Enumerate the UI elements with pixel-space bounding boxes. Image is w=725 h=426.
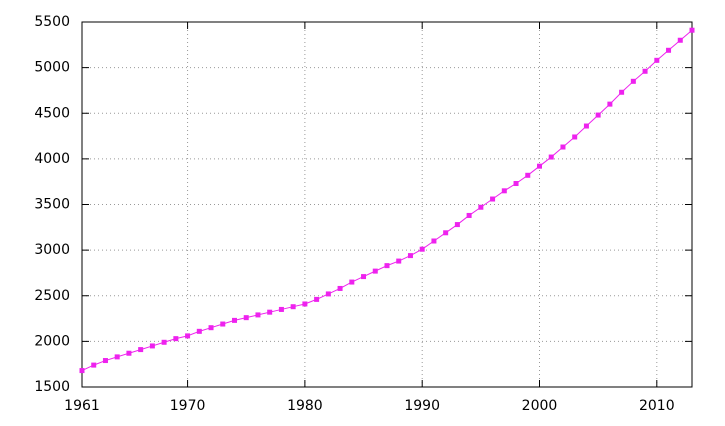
data-point <box>302 301 308 307</box>
data-point <box>243 315 249 321</box>
data-point <box>314 296 320 302</box>
data-point <box>548 154 554 160</box>
data-point <box>138 347 144 353</box>
data-point <box>255 312 261 318</box>
data-point <box>102 358 108 364</box>
data-point <box>173 336 179 342</box>
data-point <box>513 181 519 187</box>
data-point <box>196 328 202 334</box>
data-point <box>337 285 343 291</box>
data-point <box>419 246 425 252</box>
data-point <box>325 291 331 297</box>
data-point <box>267 309 273 315</box>
x-tick-label: 1990 <box>404 398 440 414</box>
data-point <box>595 112 601 118</box>
x-tick-label: 1970 <box>170 398 206 414</box>
y-tick-label: 4500 <box>34 105 70 121</box>
x-tick-label: 1980 <box>287 398 323 414</box>
data-point <box>619 89 625 95</box>
data-point <box>220 321 226 327</box>
data-point <box>607 101 613 107</box>
data-point <box>537 163 542 169</box>
x-tick-label: 1961 <box>64 398 100 414</box>
data-point <box>208 325 214 331</box>
data-point <box>384 263 390 269</box>
data-point <box>443 230 449 236</box>
data-point <box>501 188 507 194</box>
y-tick-label: 3000 <box>34 242 70 258</box>
data-point <box>114 354 120 360</box>
data-point <box>677 37 683 43</box>
data-point <box>654 57 660 63</box>
data-point <box>349 279 355 285</box>
y-tick-label: 2500 <box>34 288 70 304</box>
data-point <box>126 350 132 356</box>
data-point <box>361 274 367 280</box>
data-point <box>525 172 531 178</box>
y-tick-label: 3500 <box>34 197 70 213</box>
data-point <box>185 333 191 339</box>
data-point <box>149 343 155 349</box>
y-tick-label: 5500 <box>34 14 70 30</box>
x-tick-label: 2010 <box>639 398 675 414</box>
y-tick-label: 5000 <box>34 60 70 76</box>
data-point <box>642 68 648 74</box>
y-tick-label: 1500 <box>34 379 70 395</box>
data-point <box>232 317 237 323</box>
y-tick-label: 2000 <box>34 333 70 349</box>
data-point <box>630 78 636 84</box>
data-point <box>290 304 296 310</box>
data-point <box>407 253 413 259</box>
data-point <box>431 238 437 244</box>
data-point <box>372 268 378 274</box>
data-point <box>583 123 589 129</box>
data-point <box>560 144 566 150</box>
data-point <box>466 212 472 218</box>
data-point <box>572 134 578 140</box>
data-point <box>689 27 695 33</box>
data-line <box>81 29 693 372</box>
x-tick-label: 2000 <box>522 398 558 414</box>
data-point <box>666 47 672 53</box>
data-point <box>478 204 484 210</box>
data-point <box>454 222 460 228</box>
data-point <box>91 362 97 368</box>
data-point <box>396 258 402 264</box>
data-point <box>79 368 85 374</box>
plot-frame <box>81 21 693 388</box>
data-point <box>161 339 167 345</box>
data-point <box>490 196 496 202</box>
data-point <box>278 306 284 312</box>
y-tick-label: 4000 <box>34 151 70 167</box>
